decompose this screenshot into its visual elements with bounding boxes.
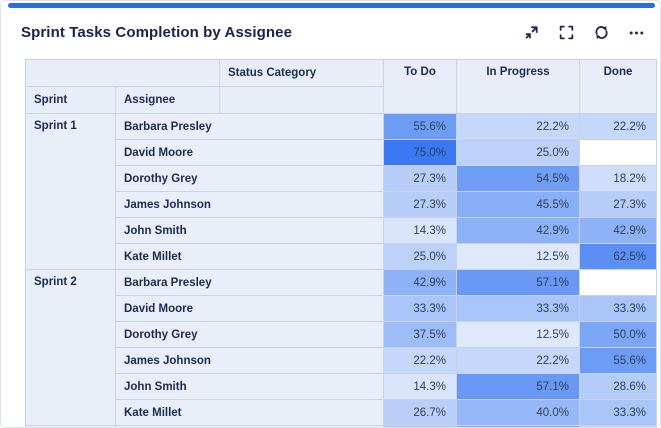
- value-cell[interactable]: 22.2%: [456, 113, 580, 140]
- table-row: James Johnson 27.3% 45.5% 27.3%: [26, 191, 657, 218]
- assignee-cell: James Johnson: [115, 191, 384, 218]
- value-cell[interactable]: 27.3%: [383, 165, 457, 192]
- more-options-icon: [628, 24, 645, 41]
- value-cell[interactable]: 45.5%: [456, 191, 580, 218]
- collapse-icon: [523, 24, 540, 41]
- value-cell[interactable]: 18.2%: [579, 165, 657, 192]
- table-row: John Smith 14.3% 57.1% 28.6%: [26, 373, 657, 400]
- pivot-table-header: Status Category To Do In Progress Done S…: [25, 59, 657, 114]
- column-header-done[interactable]: Done: [579, 59, 657, 114]
- table-row: John Smith 14.3% 42.9% 42.9%: [26, 217, 657, 244]
- value-cell[interactable]: 75.0%: [383, 139, 457, 166]
- value-cell[interactable]: 42.9%: [383, 269, 457, 296]
- value-cell[interactable]: 40.0%: [456, 399, 580, 426]
- column-header-in-progress[interactable]: In Progress: [456, 59, 580, 114]
- assignee-cell: Barbara Presley: [115, 113, 384, 140]
- value-cell[interactable]: 42.9%: [456, 217, 580, 244]
- assignee-cell: David Moore: [115, 139, 384, 166]
- assignee-cell: Kate Millet: [115, 399, 384, 426]
- table-row: Dorothy Grey 37.5% 12.5% 50.0%: [26, 321, 657, 348]
- widget-header: Sprint Tasks Completion by Assignee: [21, 14, 645, 50]
- assignee-cell: Dorothy Grey: [115, 321, 384, 348]
- assignee-cell: David Moore: [115, 295, 384, 322]
- value-cell[interactable]: 50.0%: [579, 321, 657, 348]
- value-cell[interactable]: 57.1%: [456, 269, 580, 296]
- value-cell[interactable]: 42.9%: [579, 217, 657, 244]
- sprint-group-label: Sprint 1: [25, 113, 116, 270]
- value-cell[interactable]: 55.6%: [579, 347, 657, 374]
- value-cell[interactable]: 22.2%: [456, 347, 580, 374]
- table-row: David Moore 75.0% 25.0%: [26, 139, 657, 166]
- value-cell[interactable]: 27.3%: [383, 191, 457, 218]
- value-cell[interactable]: 26.7%: [383, 399, 457, 426]
- table-row: David Moore 33.3% 33.3% 33.3%: [26, 295, 657, 322]
- table-row: Dorothy Grey 27.3% 54.5% 18.2%: [26, 165, 657, 192]
- widget-accent-bar: [8, 3, 655, 8]
- widget-title: Sprint Tasks Completion by Assignee: [21, 23, 293, 41]
- value-cell[interactable]: 22.2%: [383, 347, 457, 374]
- table-body: Sprint 1 Barbara Presley 55.6% 22.2% 22.2% Da…: [25, 113, 657, 427]
- assignee-cell: Barbara Presley: [115, 269, 384, 296]
- value-cell[interactable]: 27.3%: [579, 191, 657, 218]
- fullscreen-button[interactable]: [557, 23, 575, 41]
- table-row: Kate Millet 25.0% 12.5% 62.5%: [26, 243, 657, 270]
- value-cell[interactable]: 25.0%: [456, 139, 580, 166]
- assignee-cell: John Smith: [115, 373, 384, 400]
- value-cell[interactable]: 22.2%: [579, 113, 657, 140]
- value-cell[interactable]: 25.0%: [383, 243, 457, 270]
- fullscreen-icon: [558, 24, 575, 41]
- value-cell[interactable]: 37.5%: [383, 321, 457, 348]
- value-cell[interactable]: 28.6%: [579, 373, 657, 400]
- more-options-button[interactable]: [627, 23, 645, 41]
- assignee-cell: James Johnson: [115, 347, 384, 374]
- value-cell[interactable]: 12.5%: [456, 243, 580, 270]
- value-cell[interactable]: 14.3%: [383, 373, 457, 400]
- widget-toolbar: [522, 23, 645, 41]
- partial-table-row: [25, 425, 657, 427]
- table-row: James Johnson 22.2% 22.2% 55.6%: [26, 347, 657, 374]
- row-dimension-header-assignee: Assignee: [115, 86, 220, 114]
- value-cell[interactable]: 54.5%: [456, 165, 580, 192]
- partial-value-cell: [579, 425, 657, 427]
- value-cell[interactable]: 33.3%: [456, 295, 580, 322]
- refresh-button[interactable]: [592, 23, 610, 41]
- assignee-cell: Dorothy Grey: [115, 165, 384, 192]
- value-cell[interactable]: 57.1%: [456, 373, 580, 400]
- pivot-table: Status Category To Do In Progress Done S…: [25, 59, 657, 427]
- value-cell[interactable]: 14.3%: [383, 217, 457, 244]
- table-row: Kate Millet 26.7% 40.0% 33.3%: [26, 399, 657, 426]
- value-cell[interactable]: [579, 139, 657, 166]
- row-dimension-header-sprint: Sprint: [25, 86, 116, 114]
- table-row: Sprint 1 Barbara Presley 55.6% 22.2% 22.2%: [25, 113, 657, 270]
- column-dimension-spacer-cell: [219, 86, 384, 114]
- value-cell[interactable]: 33.3%: [579, 399, 657, 426]
- value-cell[interactable]: 12.5%: [456, 321, 580, 348]
- table-row: Sprint 2 Barbara Presley 42.9% 57.1%: [25, 269, 657, 426]
- refresh-icon: [593, 24, 610, 41]
- value-cell[interactable]: 33.3%: [579, 295, 657, 322]
- collapse-button[interactable]: [522, 23, 540, 41]
- value-cell[interactable]: 55.6%: [383, 113, 457, 140]
- assignee-cell: Kate Millet: [115, 243, 384, 270]
- sprint-group-label: Sprint 2: [25, 269, 116, 426]
- column-dimension-header: Status Category: [219, 59, 384, 87]
- value-cell[interactable]: [579, 269, 657, 296]
- value-cell[interactable]: 62.5%: [579, 243, 657, 270]
- value-cell[interactable]: 33.3%: [383, 295, 457, 322]
- assignee-cell: John Smith: [115, 217, 384, 244]
- corner-cell: [25, 59, 220, 87]
- column-header-to-do[interactable]: To Do: [383, 59, 457, 114]
